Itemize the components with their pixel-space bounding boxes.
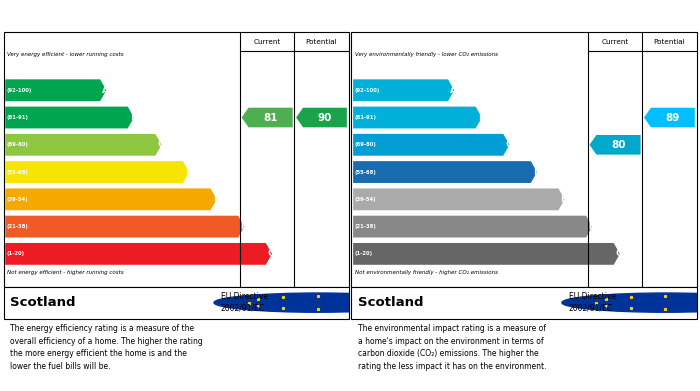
Polygon shape (644, 108, 695, 127)
Text: (81-91): (81-91) (355, 115, 377, 120)
Text: (92-100): (92-100) (355, 88, 380, 93)
Text: Not environmentally friendly - higher CO₂ emissions: Not environmentally friendly - higher CO… (355, 270, 498, 275)
Text: Not energy efficient - higher running costs: Not energy efficient - higher running co… (7, 270, 124, 275)
Polygon shape (5, 107, 134, 128)
Text: (39-54): (39-54) (7, 197, 29, 202)
Polygon shape (5, 79, 106, 101)
Text: E: E (213, 195, 219, 204)
Polygon shape (353, 134, 510, 156)
Text: EU Directive
2002/91/EC: EU Directive 2002/91/EC (221, 292, 268, 312)
Text: C: C (158, 140, 164, 149)
Text: EU Directive
2002/91/EC: EU Directive 2002/91/EC (569, 292, 616, 312)
Text: C: C (505, 140, 512, 149)
Text: The energy efficiency rating is a measure of the
overall efficiency of a home. T: The energy efficiency rating is a measur… (10, 325, 203, 371)
Text: Potential: Potential (306, 39, 337, 45)
Polygon shape (5, 216, 244, 237)
Text: B: B (130, 113, 136, 122)
Polygon shape (5, 243, 272, 265)
Text: Scotland: Scotland (10, 296, 76, 309)
Text: 80: 80 (611, 140, 626, 150)
Polygon shape (353, 79, 454, 101)
Text: 89: 89 (666, 113, 680, 122)
Text: Current: Current (253, 39, 281, 45)
Polygon shape (5, 134, 162, 156)
Circle shape (562, 293, 700, 312)
Text: (1-20): (1-20) (7, 251, 25, 256)
Text: (92-100): (92-100) (7, 88, 32, 93)
Text: A: A (102, 86, 109, 95)
Polygon shape (353, 161, 537, 183)
Text: The environmental impact rating is a measure of
a home's impact on the environme: The environmental impact rating is a mea… (358, 325, 547, 371)
Polygon shape (353, 216, 592, 237)
Polygon shape (296, 108, 347, 127)
Text: D: D (533, 168, 540, 177)
Polygon shape (5, 161, 189, 183)
Polygon shape (353, 243, 620, 265)
Text: 81: 81 (263, 113, 278, 122)
Polygon shape (589, 135, 640, 154)
Text: (81-91): (81-91) (7, 115, 29, 120)
Text: Very environmentally friendly - lower CO₂ emissions: Very environmentally friendly - lower CO… (355, 52, 498, 57)
Text: (39-54): (39-54) (355, 197, 377, 202)
Text: (69-80): (69-80) (355, 142, 377, 147)
Text: B: B (477, 113, 484, 122)
Text: (1-20): (1-20) (355, 251, 373, 256)
Text: Scotland: Scotland (358, 296, 424, 309)
Polygon shape (241, 108, 293, 127)
Text: G: G (616, 249, 623, 258)
Circle shape (214, 293, 421, 312)
Text: Current: Current (601, 39, 629, 45)
Polygon shape (353, 188, 565, 210)
Text: Energy Efficiency Rating: Energy Efficiency Rating (8, 9, 172, 23)
Text: F: F (240, 222, 246, 231)
Text: (55-68): (55-68) (7, 170, 29, 174)
Text: D: D (185, 168, 193, 177)
Text: G: G (268, 249, 275, 258)
Text: (69-80): (69-80) (7, 142, 29, 147)
Text: 90: 90 (318, 113, 332, 122)
Text: (21-38): (21-38) (7, 224, 29, 229)
Text: F: F (588, 222, 594, 231)
Polygon shape (353, 107, 482, 128)
Polygon shape (5, 188, 217, 210)
Text: Environmental Impact (CO₂) Rating: Environmental Impact (CO₂) Rating (356, 9, 589, 23)
Text: (55-68): (55-68) (355, 170, 377, 174)
Text: (21-38): (21-38) (355, 224, 377, 229)
Text: E: E (561, 195, 567, 204)
Text: Very energy efficient - lower running costs: Very energy efficient - lower running co… (7, 52, 124, 57)
Text: Potential: Potential (654, 39, 685, 45)
Text: A: A (450, 86, 457, 95)
